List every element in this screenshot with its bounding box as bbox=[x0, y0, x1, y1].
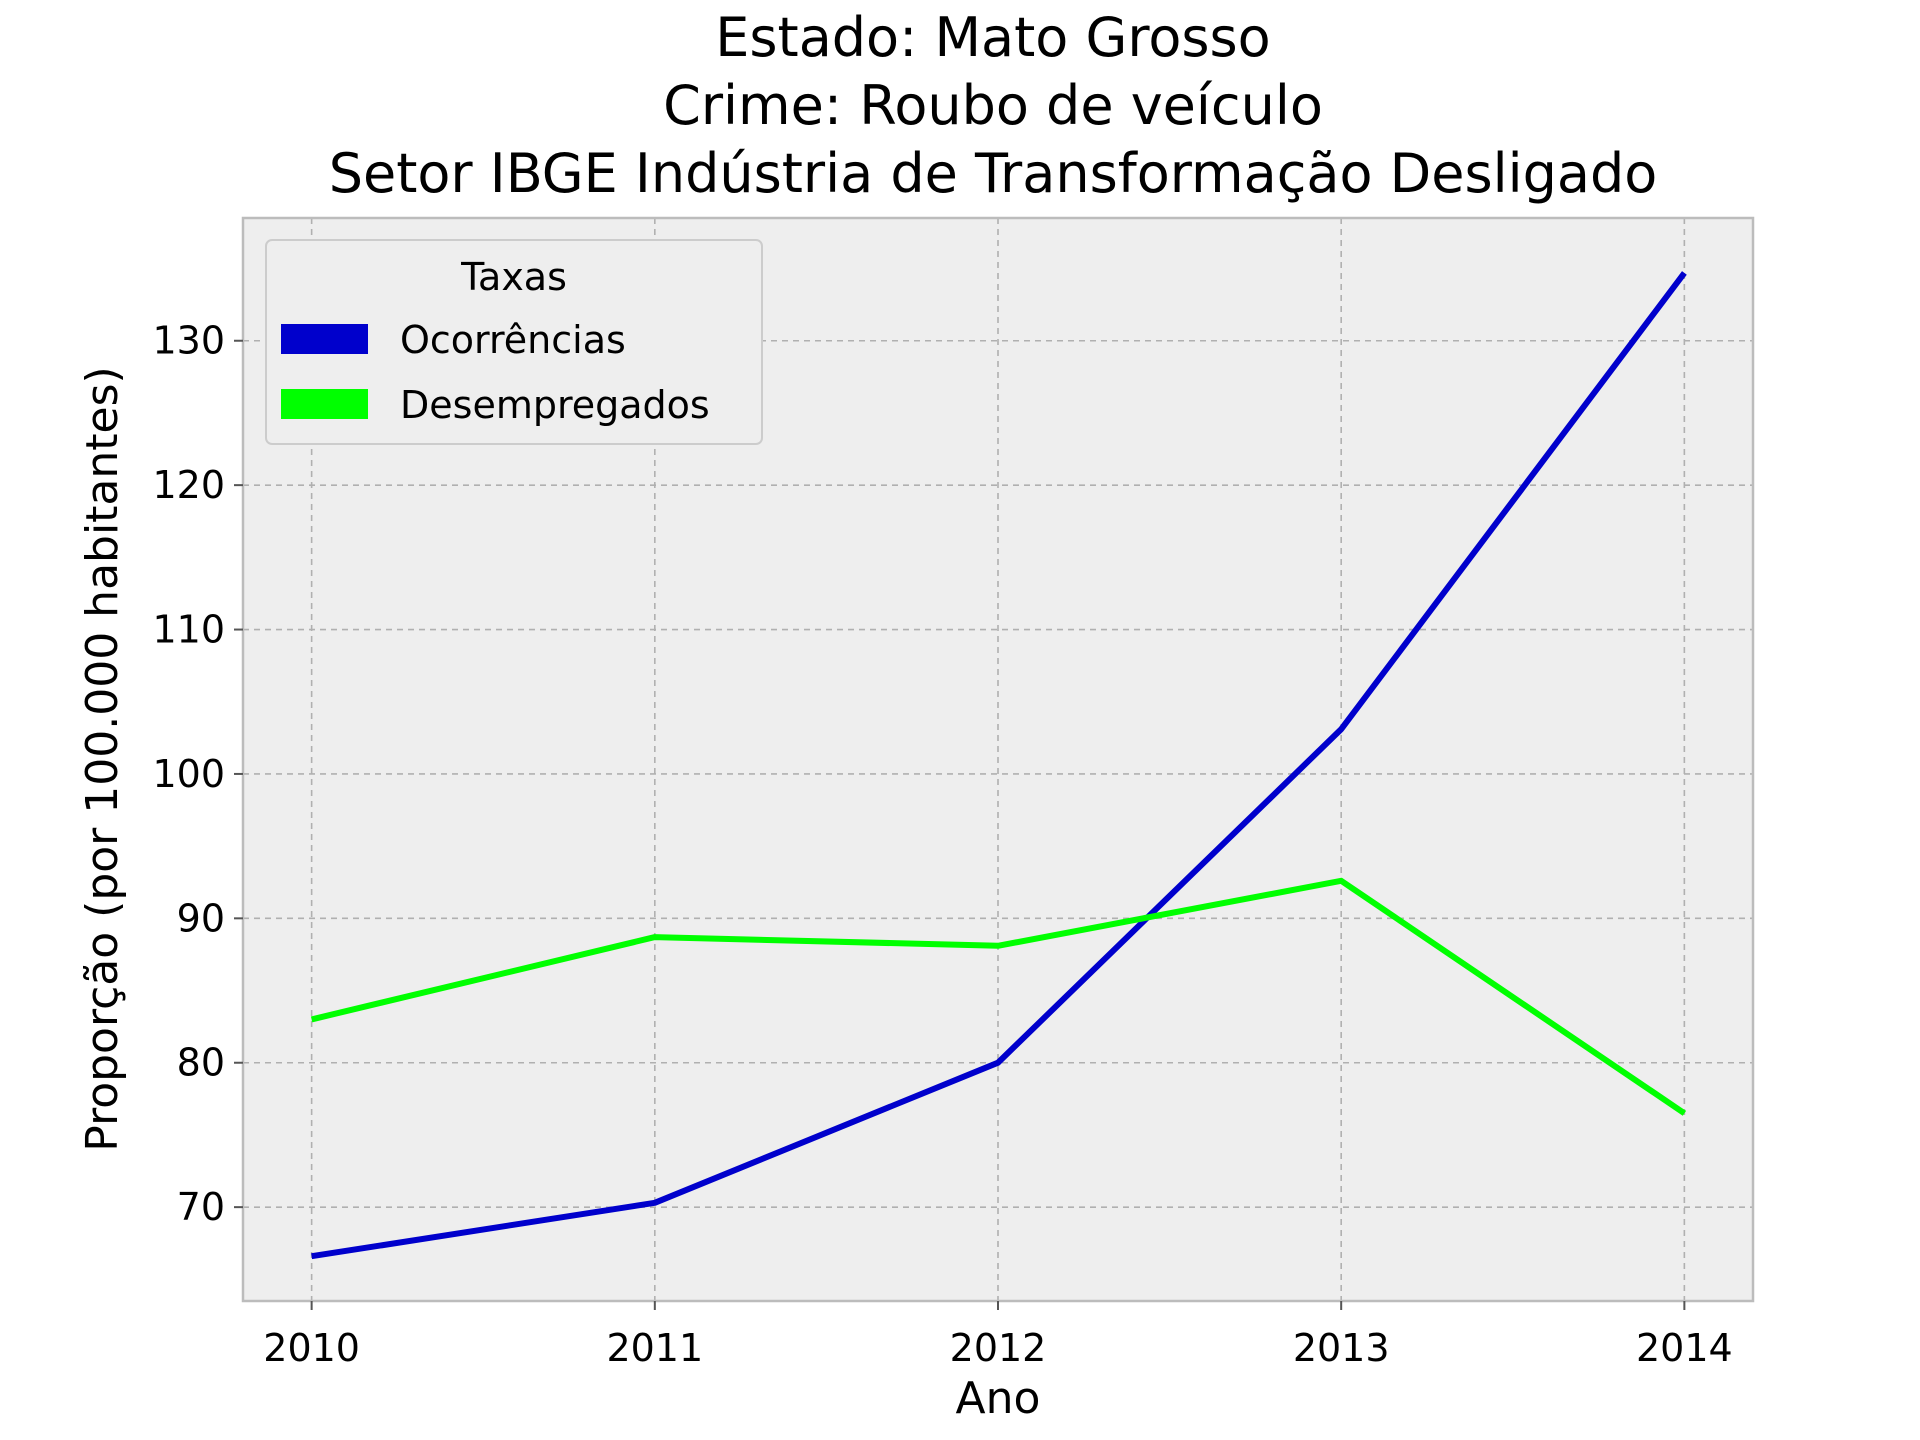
series-line-ocorrências bbox=[311, 271, 1687, 1260]
legend: Taxas Ocorrências Desempregados bbox=[265, 239, 763, 445]
legend-label: Ocorrências bbox=[400, 318, 626, 362]
legend-title: Taxas bbox=[460, 255, 567, 299]
y-tick-label: 90 bbox=[177, 896, 225, 940]
x-tick-label: 2010 bbox=[263, 1326, 360, 1370]
legend-swatch bbox=[281, 324, 368, 354]
x-tick-label: 2011 bbox=[606, 1326, 703, 1370]
y-tick-label: 100 bbox=[152, 752, 225, 796]
grid-lines bbox=[243, 218, 1753, 1301]
y-axis-ticks: 70 80 90 100 110 120 130 bbox=[152, 319, 243, 1229]
y-tick-label: 70 bbox=[177, 1185, 225, 1229]
y-tick-label: 80 bbox=[177, 1041, 225, 1085]
series-layer bbox=[310, 271, 1687, 1260]
x-tick-label: 2014 bbox=[1636, 1326, 1733, 1370]
legend-label: Desempregados bbox=[400, 383, 710, 427]
legend-swatch bbox=[281, 389, 368, 419]
chart-title: Estado: Mato Grosso Crime: Roubo de veíc… bbox=[329, 6, 1658, 205]
title-line-sector: Setor IBGE Indústria de Transformação De… bbox=[329, 142, 1658, 205]
series-line-desempregados bbox=[310, 877, 1687, 1116]
legend-items: Ocorrências Desempregados bbox=[281, 318, 710, 427]
y-axis-label: Proporção (por 100.000 habitantes) bbox=[77, 366, 128, 1151]
y-tick-label: 120 bbox=[152, 463, 225, 507]
x-axis-ticks: 2010 2011 2012 2013 2014 bbox=[263, 1301, 1733, 1370]
x-tick-label: 2013 bbox=[1293, 1326, 1390, 1370]
x-tick-label: 2012 bbox=[950, 1326, 1047, 1370]
title-line-state: Estado: Mato Grosso bbox=[715, 6, 1270, 69]
x-axis-label: Ano bbox=[956, 1373, 1041, 1424]
title-line-crime: Crime: Roubo de veículo bbox=[663, 74, 1323, 137]
y-tick-label: 130 bbox=[152, 319, 225, 363]
legend-box bbox=[265, 239, 763, 445]
y-tick-label: 110 bbox=[152, 608, 225, 652]
